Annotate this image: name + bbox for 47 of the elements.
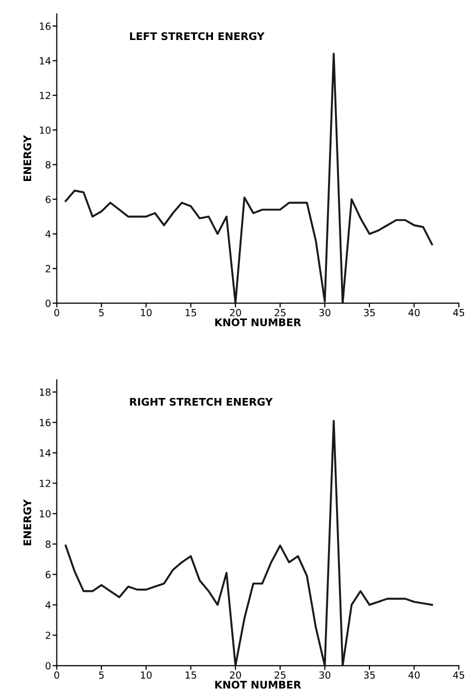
x-tick-label: 35 (364, 308, 375, 316)
y-tick-label: 0 (46, 300, 51, 308)
x-tick-label: 25 (274, 308, 286, 316)
y-tick-label: 6 (46, 570, 51, 578)
y-tick-label: 14 (40, 57, 51, 64)
x-tick-label: 40 (408, 308, 420, 316)
y-tick-label: 8 (46, 161, 51, 168)
x-tick-label: 20 (230, 671, 241, 679)
x-tick-label: 5 (99, 671, 104, 679)
y-tick-label: 4 (45, 230, 51, 238)
y-tick-label: 0 (46, 662, 51, 670)
x-tick-label: 10 (140, 671, 152, 679)
x-tick-label: 25 (274, 671, 286, 679)
x-tick-label: 0 (54, 671, 60, 679)
x-tick-label: 40 (408, 671, 420, 679)
y-tick-label: 8 (46, 540, 51, 548)
x-tick-label: 45 (453, 309, 464, 316)
x-tick-label: 10 (140, 308, 152, 316)
y-tick-label: 12 (40, 92, 50, 100)
x-tick-label: 20 (230, 308, 241, 316)
x-tick-label: 15 (186, 671, 196, 679)
y-tick-label: 2 (46, 632, 50, 639)
y-tick-label: 16 (40, 22, 51, 30)
y-tick-label: 10 (40, 126, 51, 134)
x-tick-label: 35 (364, 671, 375, 679)
y-tick-label: 2 (46, 265, 50, 272)
y-tick-label: 16 (40, 418, 51, 426)
text: LEFT STRETCH ENERGY (130, 32, 264, 40)
x-tick-label: 45 (453, 671, 464, 679)
x-tick-label: 30 (319, 308, 330, 316)
line-series (64, 52, 433, 304)
text: RIGHT STRETCH ENERGY (130, 398, 273, 406)
y-axis-title: ENERGY (23, 135, 32, 182)
line-series (64, 420, 433, 666)
x-tick-label: 5 (99, 309, 104, 316)
y-tick-label: 18 (40, 388, 51, 396)
y-tick-label: 12 (40, 480, 50, 487)
x-axis-title: KNOT NUMBER (215, 680, 302, 689)
y-axis-title: ENERGY (23, 499, 32, 546)
x-tick-label: 0 (54, 308, 60, 316)
y-tick-label: 4 (45, 601, 51, 609)
y-tick-label: 14 (40, 449, 51, 457)
y-tick-label: 10 (40, 510, 51, 518)
x-tick-label: 15 (186, 309, 196, 316)
x-tick-label: 30 (319, 671, 330, 679)
y-tick-label: 6 (46, 196, 51, 204)
x-axis-title: KNOT NUMBER (215, 318, 302, 326)
